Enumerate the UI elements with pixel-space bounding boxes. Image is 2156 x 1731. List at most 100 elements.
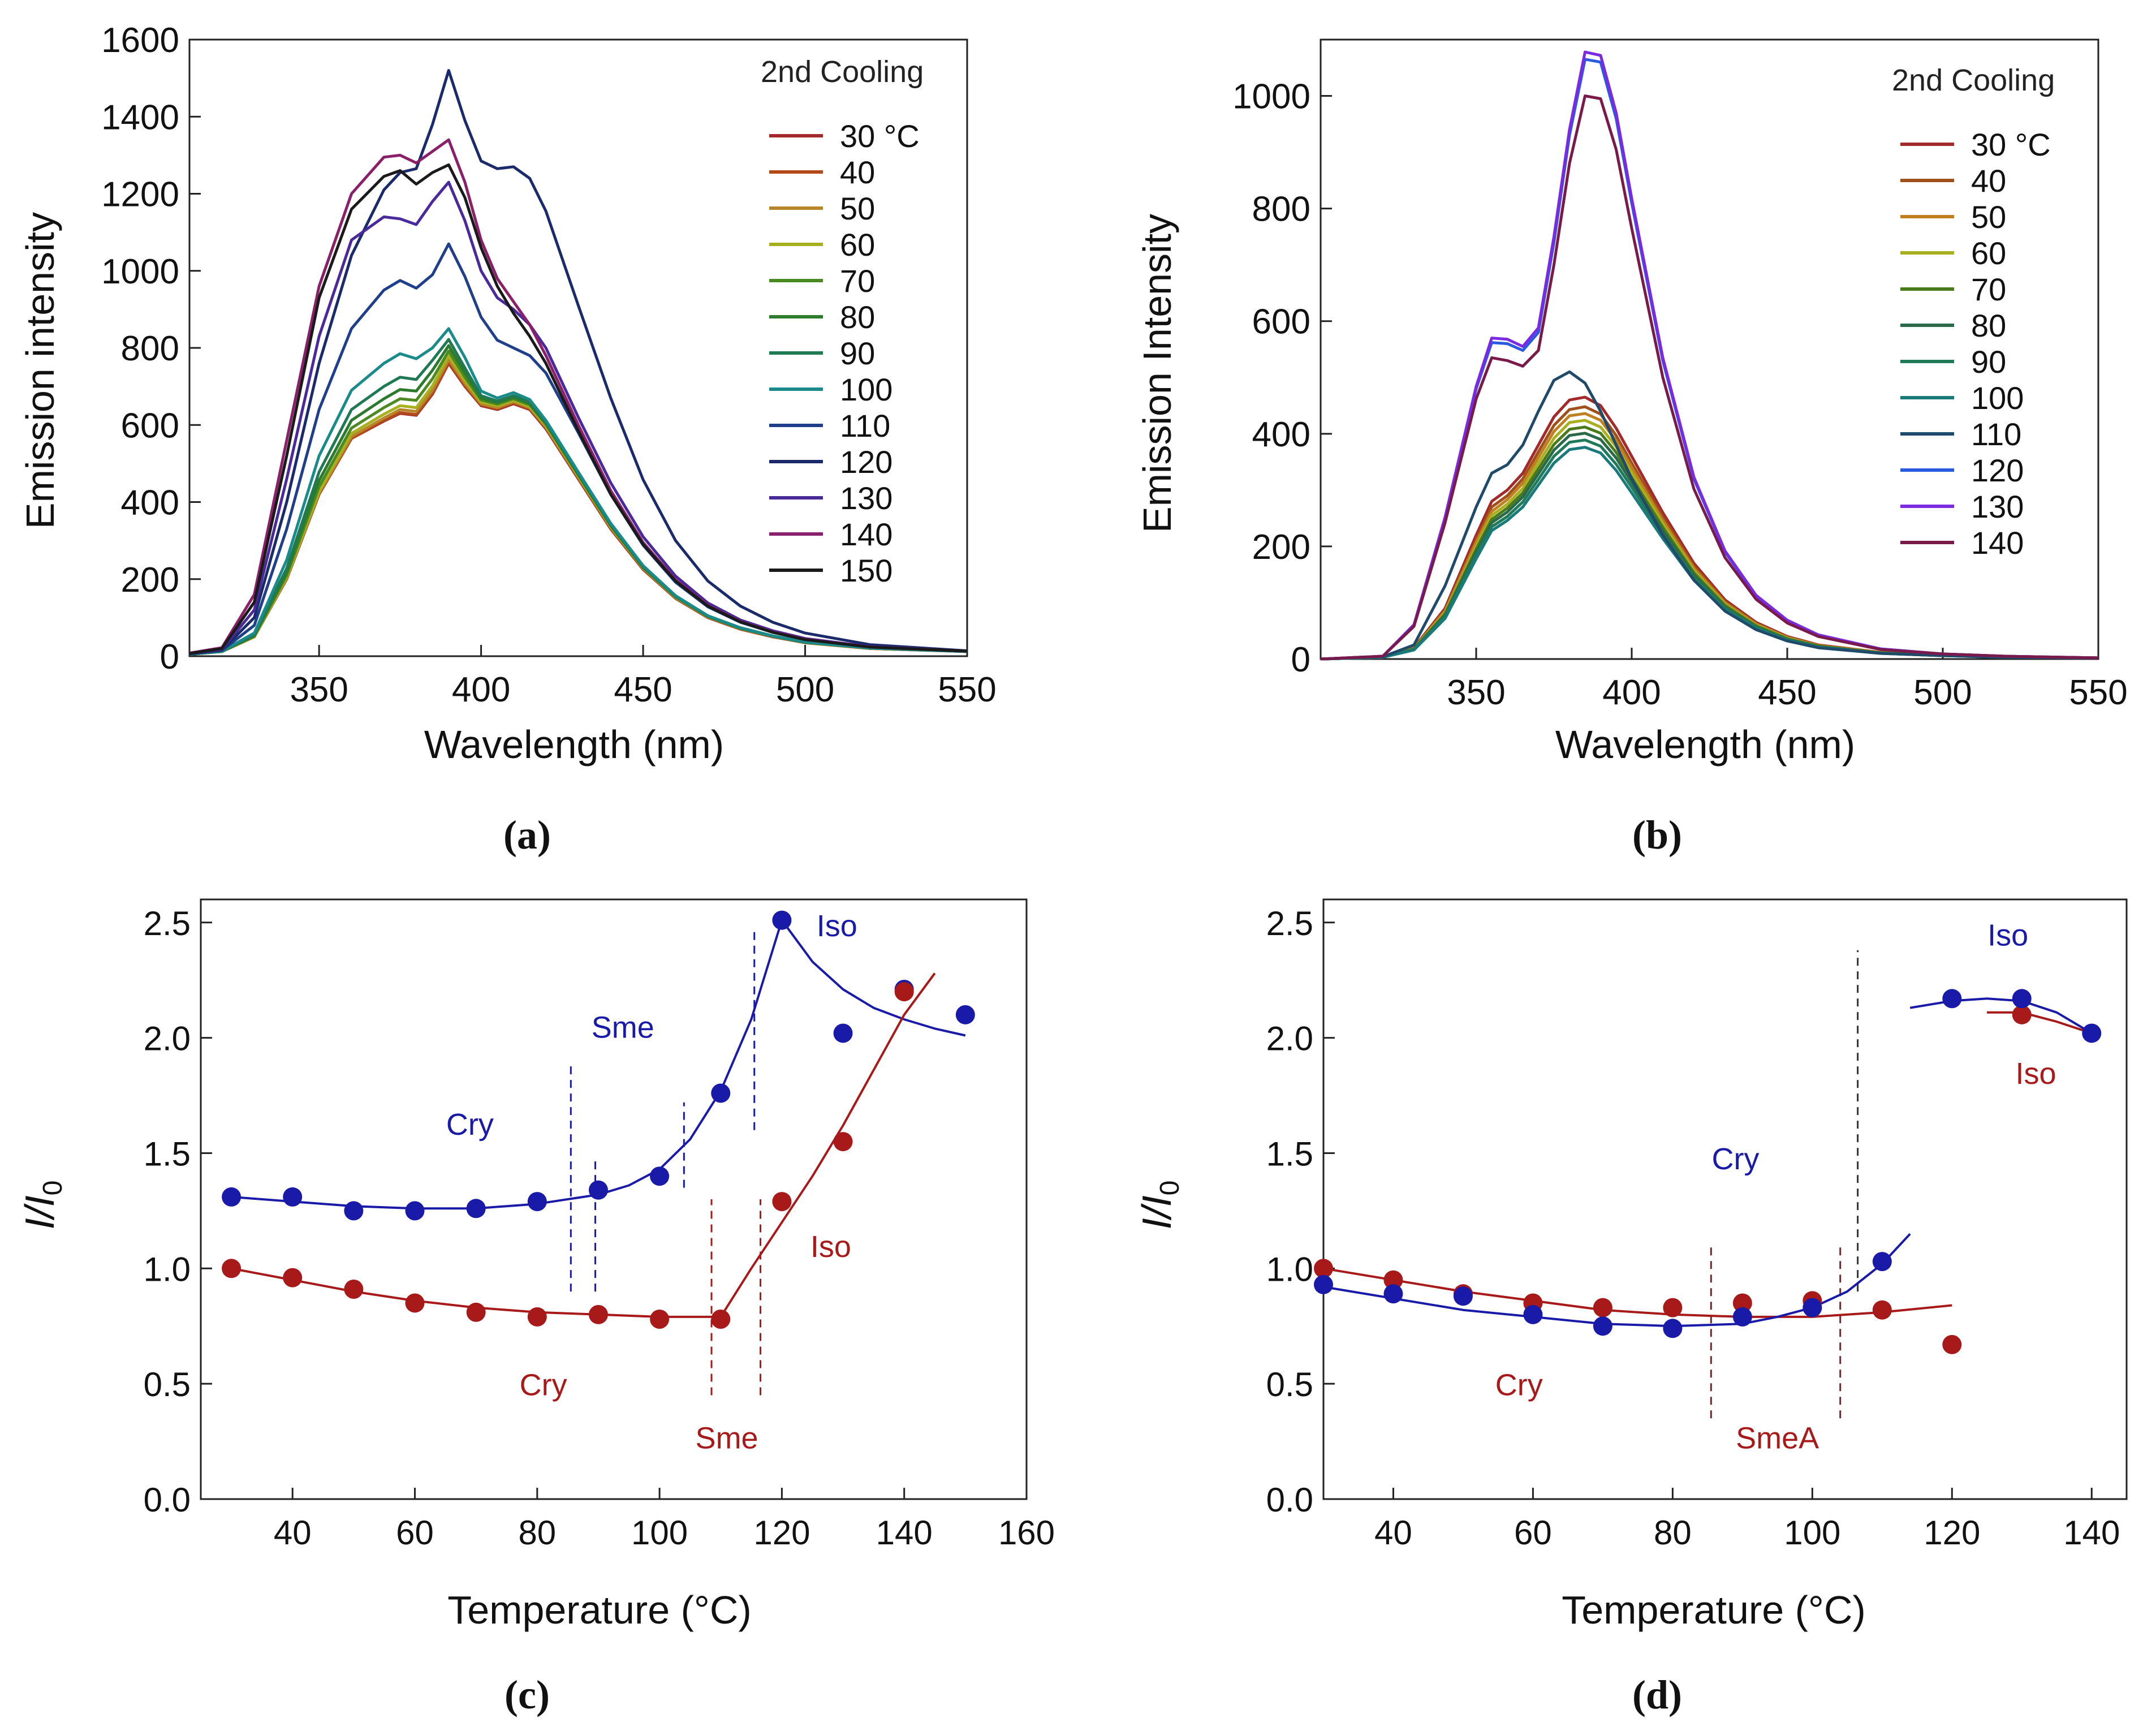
data-point-d-blue (1872, 1252, 1892, 1272)
data-point-c-blue (527, 1192, 547, 1212)
y-tick-label-b: 600 (1252, 303, 1310, 342)
data-point-c-blue (283, 1187, 303, 1207)
data-point-d-red (1314, 1259, 1333, 1278)
y-tick-label-a: 200 (121, 561, 179, 600)
legend-label-a-4: 70 (840, 263, 875, 299)
x-tick-label-a: 400 (452, 670, 510, 709)
phase-label-d-2: Cry (1712, 1142, 1760, 1176)
svg-text:I/I0: I/I0 (1135, 1181, 1185, 1230)
ylabel-b: Emission Intensity (1135, 214, 1179, 533)
y-tick-label-c: 0.5 (144, 1366, 191, 1403)
series-line-b-11 (1320, 94, 2099, 661)
y-tick-label-a: 1000 (101, 252, 179, 291)
data-point-c-blue (222, 1187, 242, 1207)
y-tick-label-c: 1.5 (144, 1135, 191, 1173)
legend-title-b: 2nd Cooling (1892, 63, 2055, 97)
phase-label-c-0: Iso (817, 909, 857, 943)
x-tick-label-a: 550 (938, 670, 996, 709)
data-point-d-red (1732, 1293, 1752, 1313)
legend-label-b-1: 40 (1971, 163, 2006, 199)
y-tick-label-b: 0 (1291, 640, 1310, 679)
y-tick-label-a: 600 (121, 406, 179, 445)
caption-d: (d) (1632, 1672, 1682, 1717)
legend-label-a-2: 50 (840, 191, 875, 226)
phase-label-c-2: Cry (446, 1108, 494, 1142)
x-tick-label-d: 100 (1784, 1514, 1840, 1552)
data-point-c-blue (650, 1166, 670, 1186)
data-point-c-blue (466, 1199, 486, 1218)
data-point-d-red (1383, 1270, 1403, 1290)
y-tick-label-c: 1.0 (144, 1250, 191, 1288)
legend-label-a-8: 110 (840, 408, 890, 443)
data-point-d-red (2012, 1005, 2032, 1024)
legend-label-a-0: 30 °C (840, 118, 920, 154)
legend-label-b-8: 110 (1971, 416, 2021, 452)
svg-text:I/I0: I/I0 (18, 1181, 68, 1230)
data-point-c-blue (405, 1201, 425, 1221)
data-point-c-blue (833, 1023, 853, 1043)
x-tick-label-a: 350 (290, 670, 348, 709)
y-tick-label-a: 800 (121, 329, 179, 368)
xlabel-c: Temperature (°C) (447, 1588, 752, 1632)
series-line-b-10 (1320, 50, 2099, 661)
legend-label-b-4: 70 (1971, 272, 2006, 307)
y-tick-label-c: 2.0 (144, 1020, 191, 1058)
ylabel-d-main: I/I (1135, 1195, 1180, 1229)
data-point-c-red (711, 1310, 731, 1329)
series-line-b-8 (1320, 370, 2099, 661)
plot-area-c: 40 60 80 100 120 140 160 0.0 0.5 1.0 1.5 2.0 2.5 Iso S… (144, 898, 1055, 1552)
data-point-d-blue (1732, 1307, 1752, 1327)
y-tick-label-c: 0.0 (144, 1481, 191, 1519)
data-point-d-blue (1383, 1284, 1403, 1304)
legend-label-a-7: 100 (840, 372, 892, 407)
data-point-c-red (222, 1259, 242, 1278)
y-tick-label-d: 0.5 (1266, 1366, 1313, 1403)
legend-label-b-3: 60 (1971, 235, 2006, 271)
legend-label-b-10: 130 (1971, 489, 2024, 524)
data-point-c-red (894, 982, 914, 1002)
legend-label-a-11: 140 (840, 516, 892, 552)
phase-label-d-0: Iso (1987, 919, 2028, 953)
fit-curve-c-1 (781, 919, 966, 1037)
legend-label-a-9: 120 (840, 444, 892, 480)
y-tick-label-a: 1400 (101, 98, 179, 137)
xlabel-d: Temperature (°C) (1562, 1588, 1866, 1632)
x-tick-label-c: 60 (396, 1514, 434, 1552)
legend-label-b-5: 80 (1971, 308, 2006, 343)
legend-label-a-3: 60 (840, 227, 875, 262)
phase-label-c-4: Cry (520, 1368, 567, 1402)
data-point-d-blue (1523, 1304, 1543, 1324)
plot-area-d: 40 60 80 100 120 140 0.0 0.5 1.0 1.5 2.0 2.5 Iso Iso C… (1266, 898, 2128, 1552)
caption-b: (b) (1632, 812, 1682, 858)
caption-a: (a) (503, 812, 551, 858)
data-point-d-red (1663, 1298, 1683, 1317)
legend-label-a-5: 80 (840, 299, 875, 335)
series-line-a-12 (189, 163, 968, 655)
legend-label-b-9: 120 (1971, 453, 2024, 488)
data-point-c-red (466, 1302, 486, 1322)
data-point-c-red (588, 1304, 608, 1324)
legend-label-b-0: 30 °C (1971, 127, 2051, 162)
data-point-c-red (527, 1307, 547, 1327)
data-point-d-red (1872, 1300, 1892, 1320)
x-tick-label-d: 140 (2063, 1514, 2120, 1552)
ylabel-d-sub: 0 (1155, 1181, 1185, 1196)
data-point-d-blue (1942, 989, 1962, 1009)
y-tick-label-d: 1.5 (1266, 1135, 1313, 1173)
phase-label-d-1: Iso (2015, 1057, 2056, 1091)
x-tick-label-c: 100 (631, 1514, 688, 1552)
y-tick-label-d: 2.0 (1266, 1020, 1313, 1058)
data-point-d-blue (1803, 1298, 1822, 1317)
data-point-d-red (1593, 1298, 1612, 1317)
caption-c: (c) (504, 1672, 550, 1717)
data-point-c-blue (711, 1083, 731, 1103)
xlabel-b: Wavelength (nm) (1555, 722, 1855, 767)
phase-label-d-4: SmeA (1736, 1421, 1819, 1455)
plot-area-b: 350 400 450 500 550 0 200 400 600 800 1000 (1232, 38, 2128, 712)
legend-label-a-10: 130 (840, 480, 892, 516)
legend-label-b-2: 50 (1971, 199, 2006, 235)
fit-curve-d-2 (1323, 1233, 1911, 1328)
data-point-c-red (344, 1280, 364, 1299)
ylabel-d: I/I0 (1135, 1181, 1185, 1230)
